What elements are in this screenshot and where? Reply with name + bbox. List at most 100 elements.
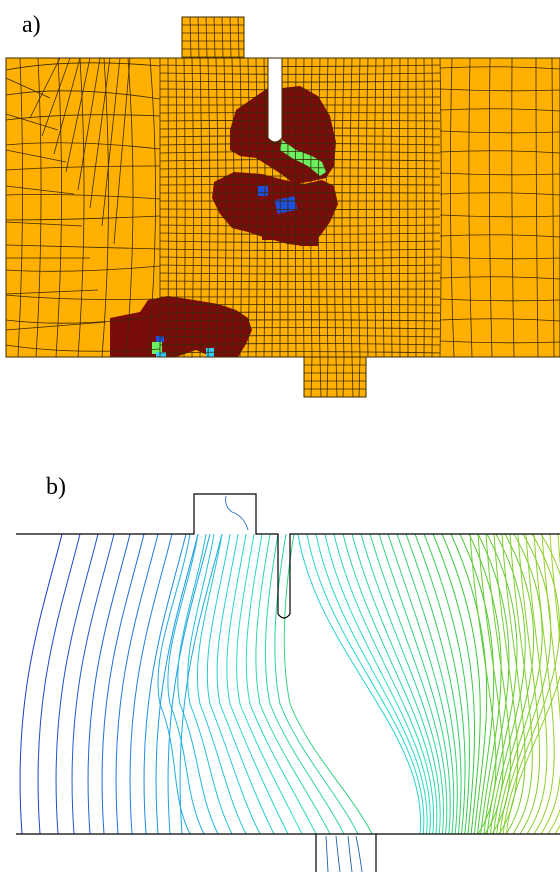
panel-a-label: a) xyxy=(22,12,41,38)
contour-line xyxy=(423,534,470,834)
panel-a: a) xyxy=(5,12,560,398)
mesh-edge xyxy=(6,289,99,295)
contour-line xyxy=(315,534,428,834)
contour-line xyxy=(369,534,448,834)
contour-line xyxy=(477,534,510,834)
contour-line xyxy=(297,534,422,834)
support-tab-mesh xyxy=(182,16,366,398)
contour-line xyxy=(387,534,455,834)
mesh-edge xyxy=(159,343,441,346)
bottom-support-outline xyxy=(315,834,377,872)
contour-line xyxy=(396,534,458,834)
contour-line xyxy=(468,534,502,834)
mesh-edge xyxy=(439,276,560,280)
contour-line xyxy=(226,534,289,834)
mesh-edge xyxy=(6,321,107,331)
mesh-edge xyxy=(207,58,211,357)
mesh-edge xyxy=(255,58,258,357)
panel-b-label: b) xyxy=(46,474,66,500)
mesh-edge xyxy=(333,58,337,357)
mesh-edge xyxy=(6,62,161,71)
mesh-edge xyxy=(302,58,305,357)
mesh-edge xyxy=(159,64,441,67)
contour-line xyxy=(432,534,475,834)
mesh-edge xyxy=(310,58,313,357)
mesh-edge xyxy=(439,58,442,357)
mesh-edge xyxy=(159,264,441,267)
contour-line xyxy=(129,534,173,834)
mesh-edge xyxy=(358,356,361,398)
mesh-edge xyxy=(205,16,208,59)
contour-line xyxy=(283,534,373,834)
mesh-edge xyxy=(247,58,251,357)
mesh-edge xyxy=(6,315,161,324)
mesh-edge xyxy=(237,16,240,59)
contour-line xyxy=(547,534,560,834)
contour-line xyxy=(450,534,488,834)
contour-line xyxy=(216,534,275,834)
contour-line xyxy=(414,534,466,834)
mesh-edge xyxy=(159,327,441,330)
mesh-edge xyxy=(468,58,473,357)
mesh-edge xyxy=(439,108,560,112)
mesh-edge xyxy=(159,232,441,235)
contour-line xyxy=(87,534,131,834)
mesh-edge xyxy=(399,58,401,357)
contour-line xyxy=(509,534,533,834)
contour-line xyxy=(157,534,191,834)
mesh-edge xyxy=(439,172,560,176)
mesh-edge xyxy=(159,183,441,186)
mesh-edge xyxy=(159,80,441,83)
mesh-edge xyxy=(6,113,59,131)
contour-line xyxy=(360,534,444,834)
mesh-edge xyxy=(488,58,493,357)
contour-line xyxy=(342,534,438,834)
contour-line xyxy=(19,534,63,834)
contour-line xyxy=(187,534,233,834)
mesh-edge xyxy=(439,234,560,238)
mesh-edge xyxy=(55,58,62,357)
contour-line xyxy=(206,534,261,834)
mesh-edge xyxy=(382,58,385,357)
mesh-edge xyxy=(6,294,161,300)
mesh-edge xyxy=(159,143,441,146)
mesh-edge xyxy=(6,194,161,200)
mesh-edge xyxy=(511,58,515,357)
mesh-edge xyxy=(439,88,560,92)
mesh-edge xyxy=(439,130,560,134)
mesh-edge xyxy=(77,58,101,191)
mesh-edge xyxy=(159,127,441,130)
mesh-edge xyxy=(342,356,345,398)
mesh-edge xyxy=(159,240,441,243)
specimen-outline-top xyxy=(16,493,560,619)
contour-line xyxy=(517,534,541,834)
mesh-edge xyxy=(189,16,192,59)
contour-line xyxy=(115,534,159,834)
mesh-edge xyxy=(159,351,441,354)
mesh-edge xyxy=(6,221,83,227)
mesh-edge xyxy=(439,256,560,260)
contour-line xyxy=(255,534,331,834)
mesh-edge xyxy=(101,58,109,357)
mesh-edge xyxy=(159,335,441,338)
notch xyxy=(267,58,283,143)
contour-line xyxy=(405,534,462,834)
mesh-edge xyxy=(159,88,441,91)
mesh-edge xyxy=(223,58,227,357)
contour-line xyxy=(306,534,425,834)
panel-b-contours xyxy=(16,493,560,872)
mesh-edge xyxy=(215,58,219,357)
finite-element-mesh xyxy=(6,58,560,357)
contour-line xyxy=(197,534,247,834)
mesh-edge xyxy=(349,58,353,357)
mesh-edge xyxy=(125,58,134,357)
contour-lines xyxy=(19,534,560,834)
mesh-edge xyxy=(6,77,51,99)
mesh-edge xyxy=(197,16,200,59)
mesh-edge xyxy=(147,58,156,357)
contour-line xyxy=(37,534,81,834)
contour-line xyxy=(167,534,205,834)
mesh-edge xyxy=(6,244,161,250)
contour-line xyxy=(501,534,526,834)
